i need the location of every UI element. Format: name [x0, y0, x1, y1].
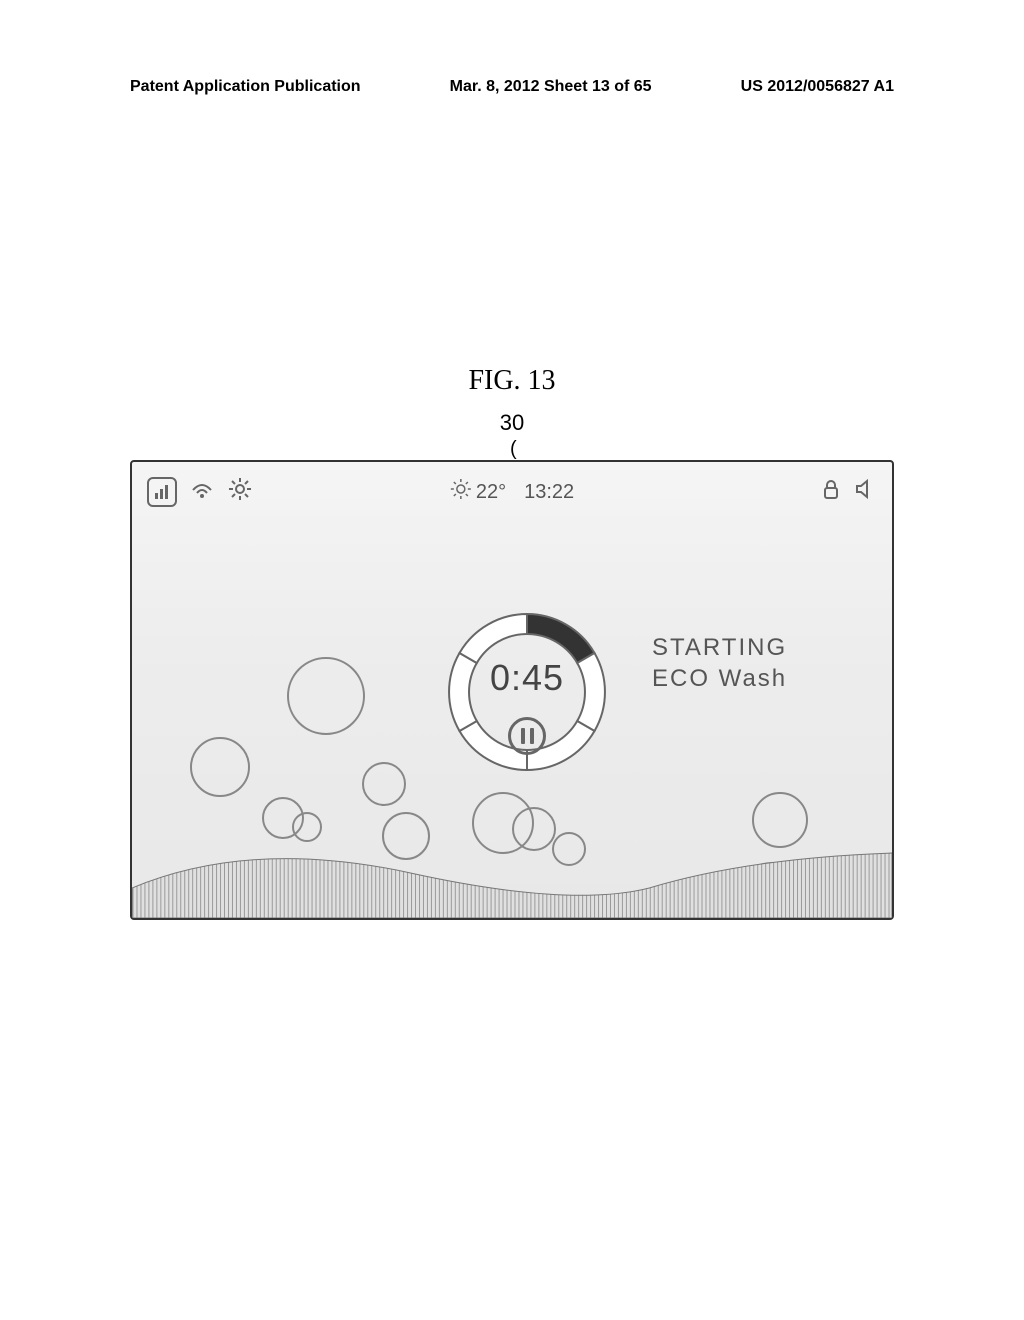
bubble-icon	[287, 657, 365, 735]
sun-icon	[450, 478, 472, 506]
chart-icon[interactable]	[147, 477, 177, 507]
header-publication: Patent Application Publication	[130, 78, 361, 96]
speaker-icon[interactable]	[853, 477, 877, 508]
bubble-icon	[190, 737, 250, 797]
status-bar-right	[819, 477, 877, 508]
progress-dial[interactable]: 0:45	[432, 597, 622, 787]
pause-bar-icon	[521, 728, 525, 744]
figure-label: FIG. 13	[0, 365, 1024, 397]
status-line-1: STARTING	[652, 632, 787, 663]
status-bar-center: 22° 13:22	[450, 478, 574, 506]
lead-line-char: (	[510, 438, 517, 461]
wash-status-text: STARTING ECO Wash	[652, 632, 787, 694]
status-bar-left	[147, 476, 253, 509]
status-bar: 22° 13:22	[132, 472, 892, 512]
settings-gear-icon[interactable]	[227, 476, 253, 509]
wifi-icon[interactable]	[189, 476, 215, 509]
clock-time: 13:22	[524, 481, 574, 504]
temperature-value: 22°	[476, 481, 506, 504]
dial-timer-value: 0:45	[432, 657, 622, 699]
reference-number: 30	[0, 410, 1024, 436]
status-line-2: ECO Wash	[652, 663, 787, 694]
temperature-display: 22°	[450, 478, 506, 506]
pause-bar-icon	[530, 728, 534, 744]
pause-button[interactable]	[508, 717, 546, 755]
page-header: Patent Application Publication Mar. 8, 2…	[0, 78, 1024, 96]
water-wave-icon	[132, 798, 892, 918]
header-patent-number: US 2012/0056827 A1	[741, 78, 894, 96]
device-screen: 22° 13:22 0:45	[130, 460, 894, 920]
header-date-sheet: Mar. 8, 2012 Sheet 13 of 65	[450, 78, 652, 96]
lock-icon[interactable]	[819, 477, 843, 508]
